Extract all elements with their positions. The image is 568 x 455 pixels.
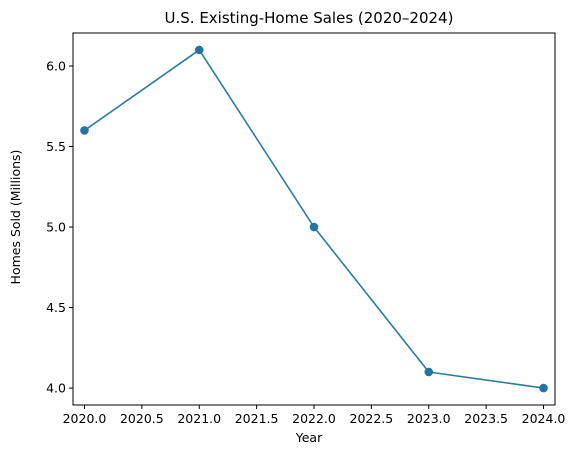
data-point-0-0 bbox=[80, 126, 89, 135]
plot-frame bbox=[72, 32, 556, 406]
x-tick-label-3: 2021.5 bbox=[235, 411, 279, 426]
plot-area: 2020.0 2020.5 2021.0 2021.5 2022.0 2022.5 2023… bbox=[46, 32, 566, 426]
x-tick-label-2: 2021.0 bbox=[177, 411, 221, 426]
x-tick-label-8: 2024.0 bbox=[522, 411, 566, 426]
x-tick-label-1: 2020.5 bbox=[120, 411, 164, 426]
data-point-0-1 bbox=[194, 45, 204, 55]
y-tick-label-0: 4.0 bbox=[46, 381, 66, 396]
y-tick-label-2: 5.0 bbox=[46, 220, 66, 235]
chart-title: U.S. Existing-Home Sales (2020–2024) bbox=[165, 9, 454, 27]
y-tick-label-3: 5.5 bbox=[46, 139, 66, 154]
x-axis-label: Year bbox=[295, 430, 323, 445]
series-line-0 bbox=[84, 49, 544, 389]
y-tick-label-4: 6.0 bbox=[46, 59, 66, 74]
x-tick-label-6: 2023.0 bbox=[407, 411, 451, 426]
x-tick-label-7: 2023.5 bbox=[464, 411, 508, 426]
x-tick-label-4: 2022.0 bbox=[292, 411, 336, 426]
y-axis-label: Homes Sold (Millions) bbox=[8, 150, 23, 285]
x-tick-label-5: 2022.5 bbox=[350, 411, 394, 426]
data-point-0-2 bbox=[309, 222, 319, 232]
x-tick-label-0: 2020.0 bbox=[63, 411, 107, 426]
y-tick-label-1: 4.5 bbox=[46, 300, 66, 315]
data-point-0-3 bbox=[424, 367, 434, 377]
data-point-0-4 bbox=[539, 383, 548, 393]
